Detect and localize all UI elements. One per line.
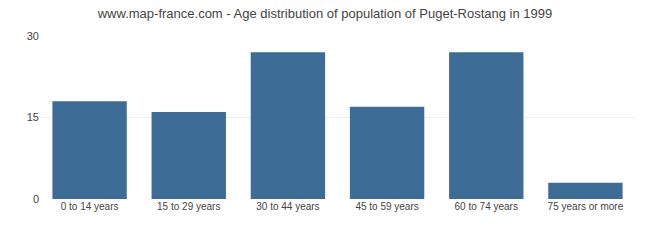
svg-text:15: 15: [27, 111, 39, 123]
svg-text:0 to 14 years: 0 to 14 years: [61, 201, 119, 212]
svg-text:60 to 74 years: 60 to 74 years: [455, 201, 518, 212]
svg-text:30 to 44 years: 30 to 44 years: [256, 201, 319, 212]
svg-text:0: 0: [33, 193, 39, 205]
svg-text:30: 30: [27, 30, 39, 42]
svg-text:75 years or more: 75 years or more: [548, 201, 624, 212]
svg-text:15 to 29 years: 15 to 29 years: [157, 201, 220, 212]
svg-text:www.map-france.com - Age distr: www.map-france.com - Age distribution of…: [97, 6, 553, 21]
svg-text:45 to 59 years: 45 to 59 years: [355, 201, 418, 212]
